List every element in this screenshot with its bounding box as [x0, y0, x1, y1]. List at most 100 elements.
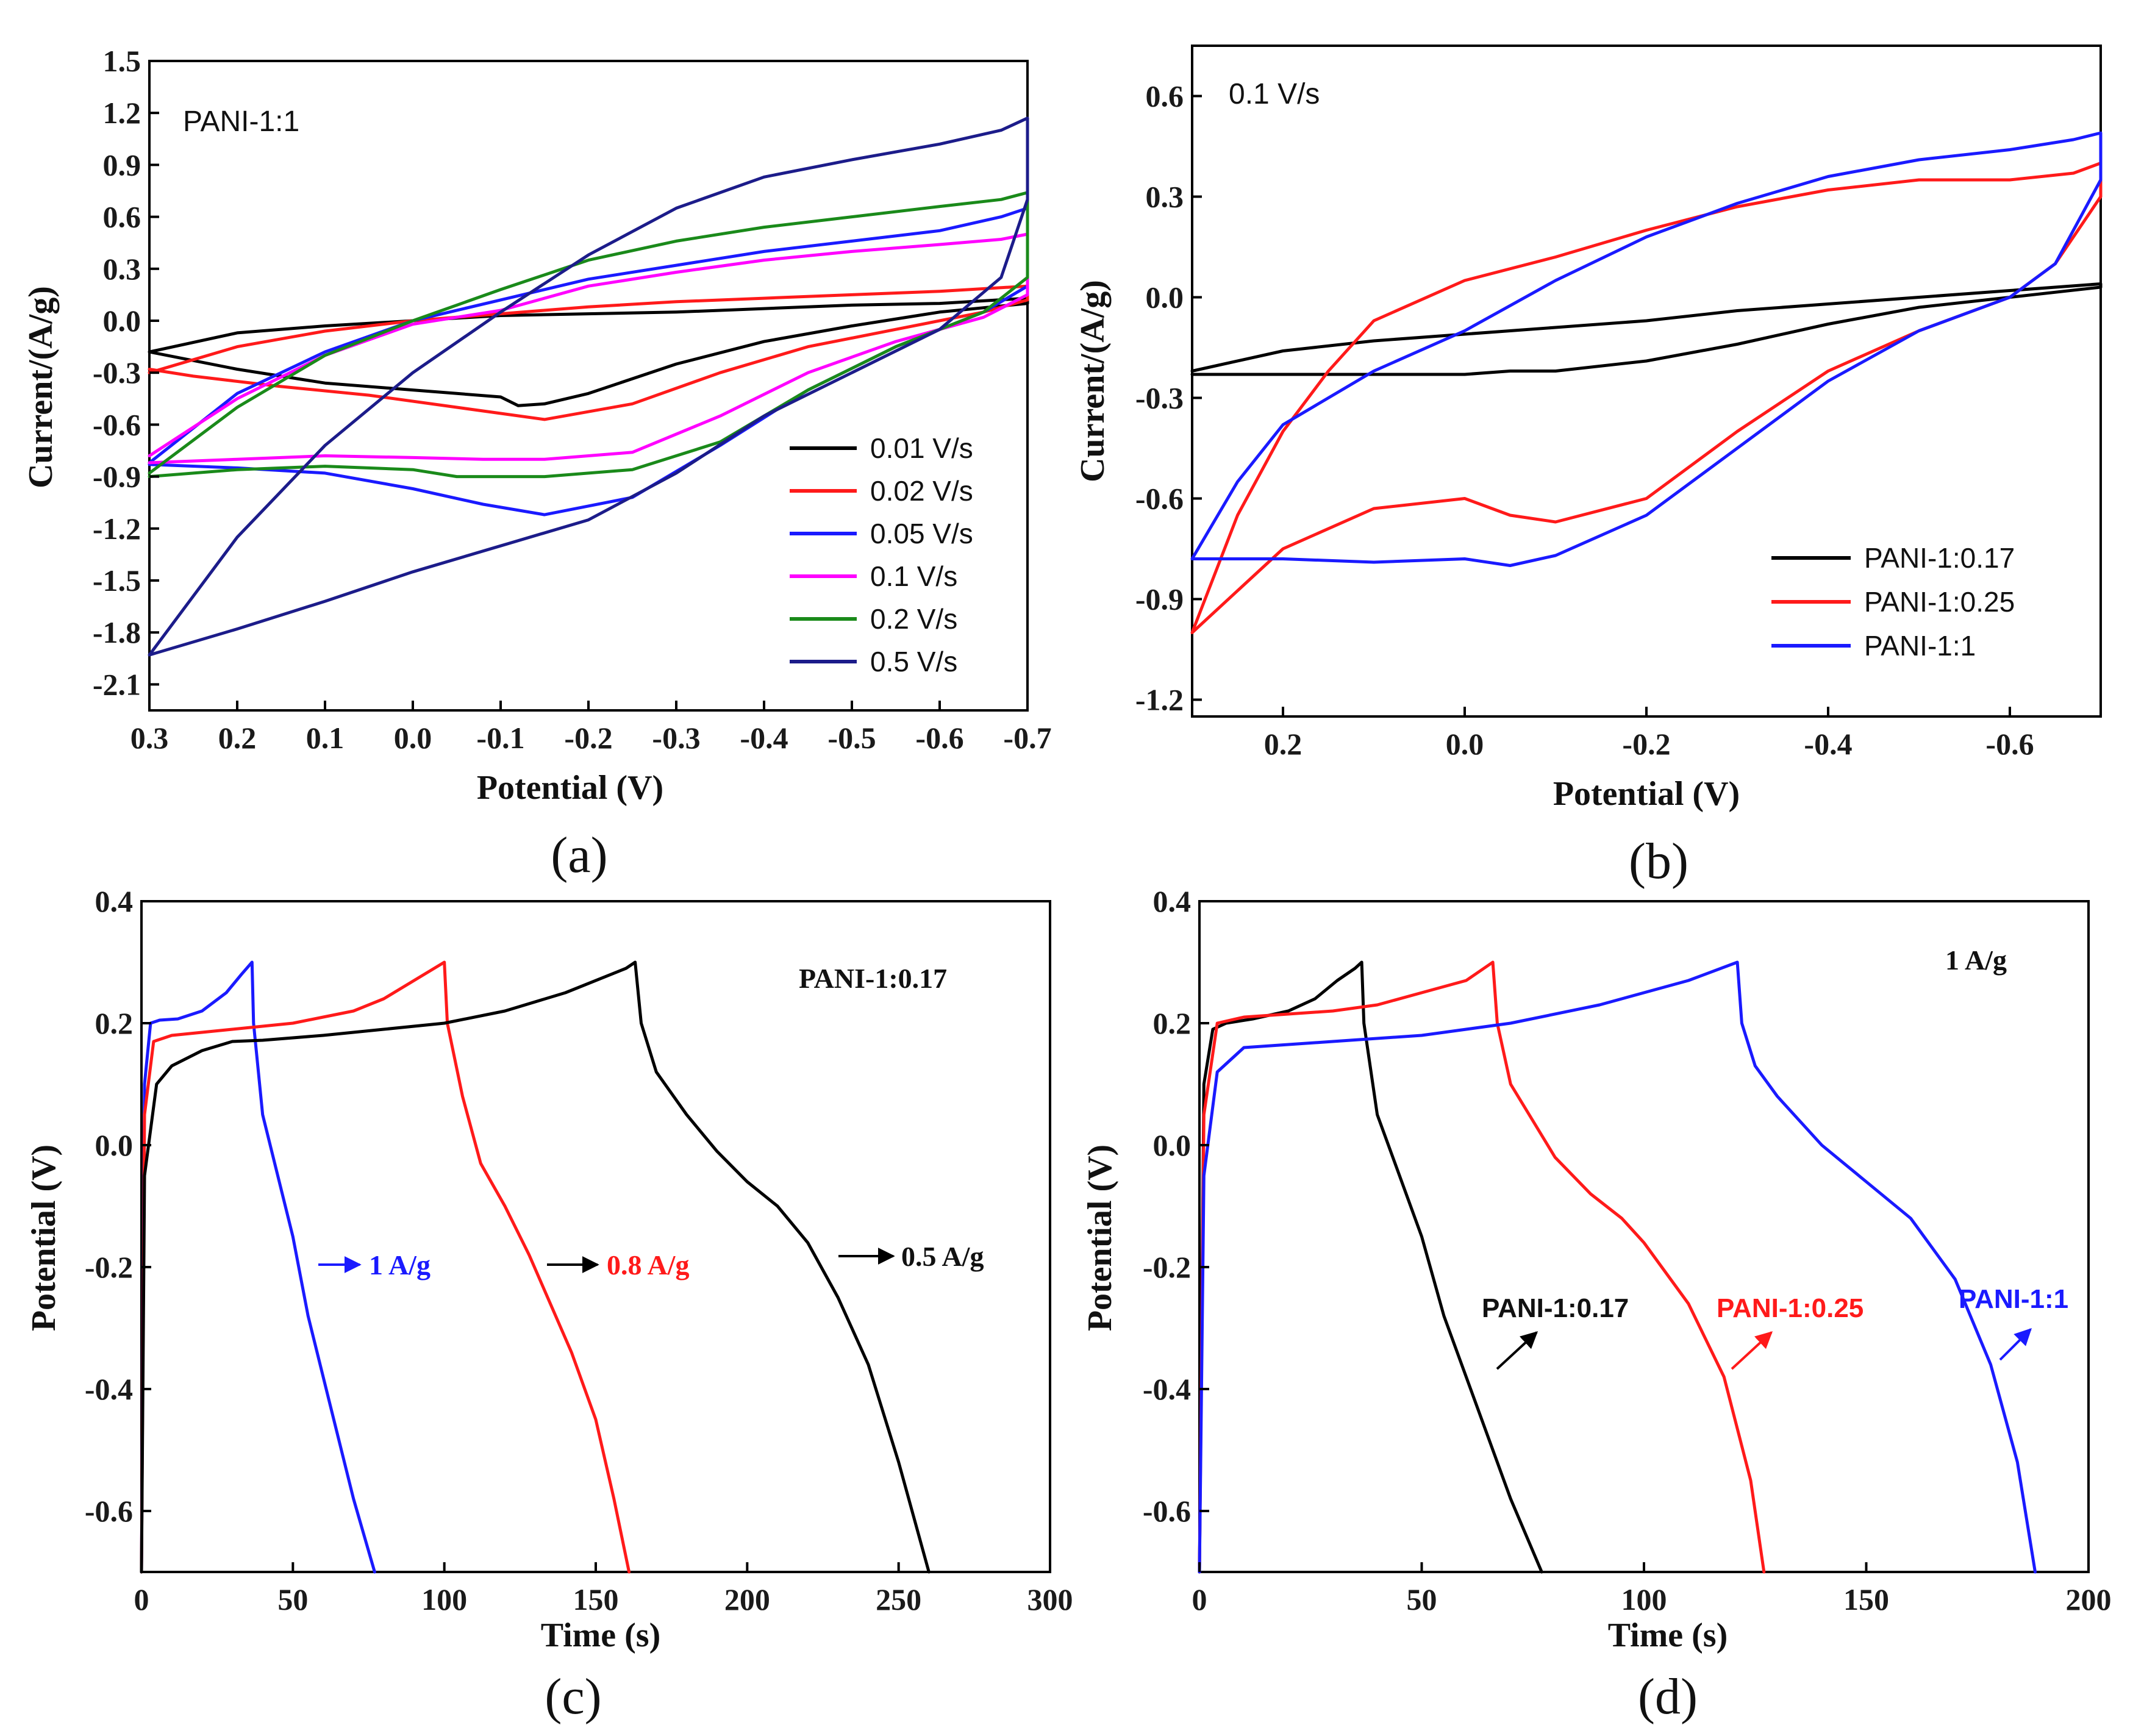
plot-frame-d: [1198, 900, 2090, 1573]
x-tick-label: 0.0: [1446, 727, 1484, 761]
x-axis-label-c: Time (s): [541, 1616, 661, 1654]
x-tick-label: -0.7: [1003, 721, 1051, 755]
x-tick-label: 0.2: [218, 721, 257, 755]
x-tick-label: -0.6: [1985, 727, 2034, 761]
y-tick-label: -0.4: [1143, 1372, 1191, 1406]
y-tick-label: 0.6: [1146, 79, 1184, 113]
y-tick-label: 0.0: [1146, 280, 1184, 315]
x-tick-label: 300: [1027, 1582, 1073, 1616]
y-tick-label: -1.2: [93, 512, 141, 546]
x-tick-label: -0.4: [1804, 727, 1852, 761]
x-tick-label: -0.4: [740, 721, 788, 755]
curves-c: [140, 960, 931, 1574]
y-tick-label: -0.6: [93, 407, 141, 441]
x-tick-label: -0.6: [915, 721, 963, 755]
series-line-c-1: [140, 960, 631, 1574]
y-tick-label: -0.6: [85, 1494, 133, 1528]
arrow-label-d-017: PANI-1:0.17: [1482, 1293, 1629, 1370]
annotation-a: PANI-1:1: [183, 105, 299, 138]
arrow-label-08A: 0.8 A/g: [607, 1249, 689, 1281]
x-tick-label: 0: [134, 1582, 149, 1616]
x-tick-label: 50: [277, 1582, 308, 1616]
series-line-c-2: [140, 960, 931, 1574]
x-tick-label: 200: [724, 1582, 770, 1616]
y-tick-label: 0.3: [1146, 180, 1184, 214]
y-tick-label: 0.0: [103, 304, 141, 338]
series-line-a-5: [148, 116, 1029, 657]
y-tick-label: 0.4: [1153, 884, 1192, 918]
series-line-d-2: [1198, 960, 2037, 1574]
arrow-1A-c: 1 A/g: [318, 1249, 431, 1281]
y-tick-label: -0.2: [85, 1250, 133, 1284]
panel-label-d: (d): [1638, 1668, 1698, 1725]
x-axis-label-d: Time (s): [1608, 1616, 1728, 1654]
y-tick-label: -0.2: [1143, 1250, 1191, 1284]
x-tick-label: 100: [421, 1582, 467, 1616]
y-axis-label-b: Current/(A/g): [1074, 280, 1112, 482]
panel-b: 0.2 0.0 -0.2 -0.4 -0.6 0.6 0.3 0.0 -0.3 -0.6 -0.9 -…: [1074, 45, 2103, 890]
series-line-a-0: [148, 296, 1029, 407]
y-tick-label: -0.6: [1135, 482, 1184, 516]
y-tick-label: 1.2: [103, 96, 141, 130]
arrow-label-d-1: PANI-1:1: [1959, 1284, 2068, 1361]
arrow-label-1A: 1 A/g: [369, 1249, 431, 1281]
series-label-d-025: PANI-1:0.25: [1717, 1293, 1863, 1323]
x-tick-label: 0: [1192, 1582, 1207, 1616]
y-tick-label: -0.3: [1135, 381, 1184, 415]
y-tick-label: 1.5: [103, 44, 141, 78]
legend-label: 0.05 V/s: [870, 518, 973, 549]
y-tick-label: -1.8: [93, 615, 141, 649]
y-tick-label: 0.2: [1153, 1006, 1192, 1040]
annotation-d: 1 A/g: [1945, 945, 2007, 976]
legend-label: PANI-1:0.25: [1864, 586, 2015, 618]
y-axis-label-d: Potential (V): [1081, 1145, 1119, 1331]
y-tick-label: 0.2: [95, 1006, 134, 1040]
x-tick-label: -0.1: [476, 721, 524, 755]
x-tick-label: 0.1: [306, 721, 345, 755]
y-tick-label: -1.2: [1135, 683, 1184, 717]
x-tick-label: 0.0: [394, 721, 432, 755]
x-tick-label: 250: [876, 1582, 921, 1616]
y-tick-label: 0.0: [1153, 1128, 1192, 1162]
ticks-c: 0 50 100 150 200 250 300 0.4 0.2 0.0 -0.2 -0.4 -0.6: [85, 884, 1073, 1616]
panel-label-c: (c): [545, 1668, 601, 1725]
x-axis-label-b: Potential (V): [1553, 775, 1740, 813]
y-tick-label: -0.6: [1143, 1494, 1191, 1528]
legend-label: 0.5 V/s: [870, 646, 957, 677]
arrow-05A-c: 0.5 A/g: [838, 1241, 984, 1272]
series-line-b-2: [1190, 131, 2103, 567]
curves-b: [1190, 131, 2103, 634]
x-tick-label: 150: [573, 1582, 619, 1616]
annotation-b: 0.1 V/s: [1229, 78, 1320, 110]
y-tick-label: -1.5: [93, 563, 141, 598]
arrow-08A-c: 0.8 A/g: [547, 1249, 689, 1281]
plot-frame-c: [140, 900, 1051, 1573]
legend-label: 0.2 V/s: [870, 603, 957, 635]
series-line-d-0: [1198, 960, 1543, 1574]
x-tick-label: 200: [2066, 1582, 2112, 1616]
x-tick-label: -0.2: [1622, 727, 1670, 761]
panel-label-b: (b): [1629, 833, 1688, 890]
panel-label-a: (a): [551, 827, 607, 884]
y-tick-label: -0.3: [93, 355, 141, 390]
legend-label: PANI-1:0.17: [1864, 542, 2015, 574]
ticks-a: 0.3 0.2 0.1 0.0 -0.1 -0.2 -0.3 -0.4 -0.5 -0.6 -0.7…: [93, 44, 1052, 755]
y-tick-label: 0.4: [95, 884, 134, 918]
ticks-d: 0 50 100 150 200 0.4 0.2 0.0 -0.2 -0.4 -0.6: [1143, 884, 2112, 1616]
series-label-d-017: PANI-1:0.17: [1482, 1293, 1629, 1323]
x-tick-label: 50: [1407, 1582, 1437, 1616]
y-tick-label: 0.6: [103, 200, 141, 234]
panel-a: 0.3 0.2 0.1 0.0 -0.1 -0.2 -0.3 -0.4 -0.5 -0.6 -0.7…: [22, 44, 1052, 884]
x-tick-label: 150: [1843, 1582, 1889, 1616]
y-tick-label: -0.9: [1135, 582, 1184, 616]
series-line-a-1: [148, 284, 1029, 421]
x-tick-label: 0.3: [130, 721, 169, 755]
legend-b: PANI-1:0.17 PANI-1:0.25 PANI-1:1: [1771, 542, 2015, 662]
y-tick-label: -0.9: [93, 460, 141, 494]
y-axis-label-a: Current/(A/g): [22, 286, 60, 488]
x-tick-label: -0.3: [652, 721, 700, 755]
y-axis-label-c: Potential (V): [25, 1145, 63, 1331]
y-tick-label: -0.4: [85, 1372, 133, 1406]
curves-d: [1198, 960, 2037, 1574]
